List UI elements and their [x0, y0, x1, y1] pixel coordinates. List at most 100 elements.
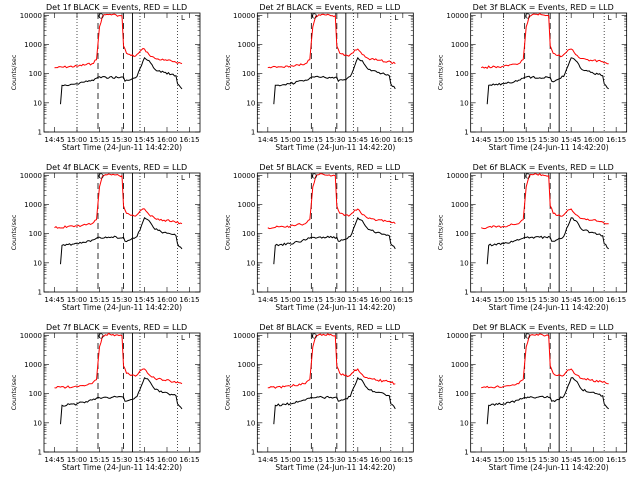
y-axis-label: Counts/sec: [223, 374, 231, 410]
series-black-line: [486, 377, 610, 425]
y-tick-label: 1: [38, 129, 42, 137]
y-tick-label: 10: [33, 99, 42, 107]
x-tick-label: 14:45: [44, 136, 64, 144]
series-red-line: [54, 173, 183, 229]
l-mark-label: L: [181, 14, 185, 22]
series-black-line: [273, 56, 396, 105]
panel-title: Det 7f BLACK = Events, RED = LLD: [46, 323, 187, 332]
y-tick-label: 1000: [451, 41, 469, 49]
y-axis-label: Counts/sec: [10, 374, 18, 410]
x-tick-label: 15:00: [494, 296, 514, 304]
series-black-line: [60, 377, 183, 425]
series-red-line: [54, 13, 183, 69]
y-tick-label: 1000: [24, 41, 42, 49]
x-tick-label: 16:15: [606, 296, 626, 304]
x-tick-label: 15:45: [561, 456, 581, 464]
y-tick-label: 100: [29, 70, 42, 78]
y-tick-label: 10: [246, 419, 255, 427]
y-tick-label: 100: [242, 70, 255, 78]
x-tick-label: 16:00: [370, 136, 390, 144]
x-tick-label: 16:15: [393, 136, 413, 144]
plot-frame: [470, 12, 628, 133]
x-tick-label: 15:00: [67, 296, 87, 304]
x-tick-label: 16:00: [584, 456, 604, 464]
y-tick-label: 10: [246, 99, 255, 107]
y-tick-label: 10: [33, 419, 42, 427]
x-tick-label: 14:45: [44, 456, 64, 464]
y-tick-label: 10000: [233, 172, 255, 180]
x-tick-label: 14:45: [44, 296, 64, 304]
series-red-line: [481, 172, 609, 230]
y-axis-label: Counts/sec: [437, 374, 445, 410]
y-tick-label: 10000: [446, 332, 468, 340]
x-tick-label: 16:00: [370, 456, 390, 464]
y-tick-label: 1: [464, 289, 468, 297]
x-axis-label: Start Time (24-Jun-11 14:42:20): [62, 303, 182, 312]
plot-frame: [256, 332, 414, 453]
x-axis-label: Start Time (24-Jun-11 14:42:20): [489, 303, 609, 312]
y-tick-label: 1000: [451, 201, 469, 209]
peak-marker: [311, 333, 317, 339]
x-tick-label: 15:15: [89, 136, 109, 144]
x-tick-label: 15:45: [561, 136, 581, 144]
x-tick-label: 16:15: [179, 456, 199, 464]
y-tick-label: 1: [251, 129, 255, 137]
x-tick-label: 15:30: [539, 296, 559, 304]
y-tick-label: 1: [38, 289, 42, 297]
panel-title: Det 1f BLACK = Events, RED = LLD: [46, 3, 187, 12]
series-red-line: [267, 173, 396, 230]
x-tick-label: 15:45: [561, 296, 581, 304]
plot-frame: [256, 12, 414, 133]
peak-marker: [311, 173, 317, 179]
series-black-line: [273, 376, 396, 425]
x-tick-label: 15:30: [325, 456, 345, 464]
x-tick-label: 16:15: [393, 456, 413, 464]
x-tick-label: 15:15: [303, 456, 323, 464]
peak-marker: [98, 13, 104, 19]
peak-marker: [525, 173, 531, 179]
x-tick-label: 15:45: [348, 296, 368, 304]
y-tick-label: 100: [29, 390, 42, 398]
y-tick-label: 1: [251, 449, 255, 457]
x-tick-label: 15:45: [348, 136, 368, 144]
y-tick-label: 10000: [20, 332, 42, 340]
panel-title: Det 2f BLACK = Events, RED = LLD: [259, 3, 400, 12]
series-black-line: [60, 56, 183, 105]
l-mark-label: L: [394, 14, 398, 22]
y-tick-label: 10000: [233, 332, 255, 340]
panel-5: Det 5f BLACK = Events, RED = LLD 1 10 100 10…: [223, 163, 414, 312]
x-tick-label: 16:00: [157, 296, 177, 304]
panel-6: Det 6f BLACK = Events, RED = LLD 1 10 100 10…: [437, 163, 628, 312]
x-tick-label: 15:30: [112, 296, 132, 304]
x-tick-label: 15:00: [280, 456, 300, 464]
series-black-line: [273, 216, 396, 265]
plot-frame: [43, 172, 201, 293]
plot-frame: [470, 332, 628, 453]
y-tick-label: 1000: [24, 361, 42, 369]
x-tick-label: 15:30: [112, 136, 132, 144]
x-tick-label: 15:45: [134, 296, 154, 304]
x-tick-label: 16:15: [606, 136, 626, 144]
y-axis-label: Counts/sec: [10, 214, 18, 250]
y-tick-label: 10000: [446, 12, 468, 20]
x-tick-label: 15:45: [348, 456, 368, 464]
x-tick-label: 16:15: [393, 296, 413, 304]
y-tick-label: 10: [460, 259, 469, 267]
x-tick-label: 15:30: [112, 456, 132, 464]
x-tick-label: 15:15: [516, 136, 536, 144]
panel-4: Det 4f BLACK = Events, RED = LLD 1 10 100 10…: [10, 163, 201, 312]
y-tick-label: 10000: [20, 12, 42, 20]
plot-frame: [256, 172, 414, 293]
plot-frame: [43, 12, 201, 133]
panel-9: Det 9f BLACK = Events, RED = LLD 1 10 100 10…: [437, 323, 628, 472]
x-axis-label: Start Time (24-Jun-11 14:42:20): [275, 143, 395, 152]
x-tick-label: 14:45: [258, 136, 278, 144]
peak-marker: [525, 13, 531, 19]
y-axis-label: Counts/sec: [223, 54, 231, 90]
y-tick-label: 1000: [238, 201, 256, 209]
x-tick-label: 16:00: [157, 136, 177, 144]
x-tick-label: 15:00: [67, 456, 87, 464]
x-tick-label: 15:15: [516, 296, 536, 304]
